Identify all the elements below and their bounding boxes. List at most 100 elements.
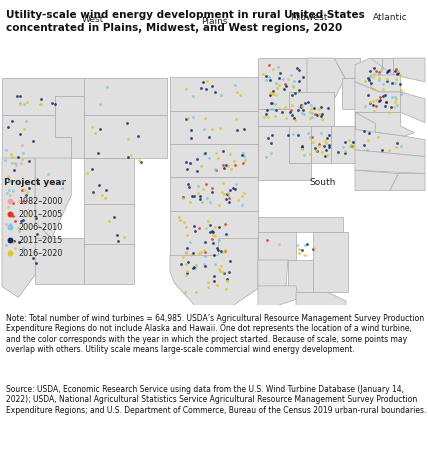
- Point: [299, 246, 306, 253]
- Point: [307, 106, 314, 113]
- Point: [241, 156, 248, 163]
- Point: [189, 92, 196, 100]
- Point: [227, 186, 234, 194]
- Point: [397, 142, 404, 150]
- Point: [201, 262, 208, 269]
- Point: [268, 140, 274, 147]
- Point: [218, 189, 225, 196]
- Point: [120, 233, 127, 240]
- Point: [235, 197, 241, 204]
- Point: [266, 62, 273, 69]
- Point: [19, 149, 26, 156]
- Point: [380, 80, 386, 88]
- Polygon shape: [170, 144, 258, 177]
- Point: [5, 177, 12, 184]
- Point: [393, 139, 400, 146]
- Point: [324, 134, 330, 141]
- Point: [371, 107, 377, 114]
- Point: [224, 163, 231, 170]
- Point: [299, 110, 306, 117]
- Point: [275, 240, 282, 247]
- Point: [134, 133, 141, 140]
- Point: [306, 134, 313, 141]
- Point: [226, 257, 233, 264]
- Point: [184, 166, 190, 173]
- Point: [187, 198, 193, 205]
- Point: [285, 75, 291, 83]
- Point: [268, 132, 275, 139]
- Point: [223, 278, 230, 285]
- Point: [89, 165, 95, 172]
- Point: [368, 79, 375, 87]
- Point: [101, 194, 108, 202]
- Point: [382, 91, 389, 98]
- Point: [214, 282, 221, 289]
- Point: [12, 217, 18, 224]
- Point: [12, 218, 18, 225]
- Point: [24, 98, 30, 105]
- Point: [211, 223, 218, 230]
- Point: [262, 76, 269, 84]
- Point: [206, 155, 213, 162]
- Point: [364, 136, 371, 144]
- Point: [222, 285, 229, 292]
- Point: [362, 78, 369, 85]
- Point: [268, 99, 275, 106]
- Point: [383, 75, 390, 83]
- Polygon shape: [370, 58, 382, 75]
- Point: [18, 156, 25, 163]
- Point: [296, 103, 303, 110]
- Point: [221, 164, 228, 172]
- Point: [96, 101, 103, 108]
- Point: [342, 147, 349, 154]
- Point: [270, 66, 276, 73]
- Point: [266, 77, 273, 84]
- Point: [17, 100, 24, 107]
- Point: [292, 89, 299, 97]
- Polygon shape: [393, 92, 404, 106]
- Point: [20, 198, 27, 205]
- Polygon shape: [258, 286, 298, 305]
- Point: [206, 198, 213, 206]
- Point: [372, 67, 379, 75]
- Polygon shape: [342, 79, 360, 109]
- Polygon shape: [401, 92, 425, 123]
- Polygon shape: [288, 260, 313, 292]
- Polygon shape: [170, 78, 258, 111]
- Point: [315, 142, 322, 150]
- Point: [284, 131, 291, 138]
- Point: [10, 187, 17, 194]
- Point: [200, 126, 207, 133]
- Point: [190, 263, 197, 270]
- Point: [316, 141, 323, 148]
- Point: [392, 98, 398, 106]
- Point: [218, 247, 225, 254]
- Point: [25, 184, 32, 191]
- Polygon shape: [288, 126, 311, 163]
- Point: [186, 238, 193, 246]
- Point: [350, 143, 357, 150]
- Point: [183, 158, 190, 165]
- Point: [209, 228, 216, 235]
- Point: [268, 106, 275, 113]
- Point: [301, 251, 308, 259]
- Point: [288, 101, 295, 108]
- Point: [24, 211, 30, 219]
- Point: [371, 65, 377, 72]
- Point: [187, 159, 193, 167]
- Point: [304, 240, 311, 247]
- Point: [299, 144, 306, 151]
- Point: [222, 247, 229, 254]
- Point: [300, 151, 307, 158]
- Point: [3, 146, 9, 153]
- Point: [188, 192, 195, 199]
- Point: [182, 249, 189, 256]
- Point: [211, 251, 218, 259]
- Point: [313, 147, 320, 154]
- Point: [184, 259, 191, 266]
- Point: [181, 289, 188, 296]
- Point: [181, 219, 188, 226]
- Point: [23, 191, 30, 198]
- Point: [5, 203, 12, 211]
- Point: [365, 74, 372, 81]
